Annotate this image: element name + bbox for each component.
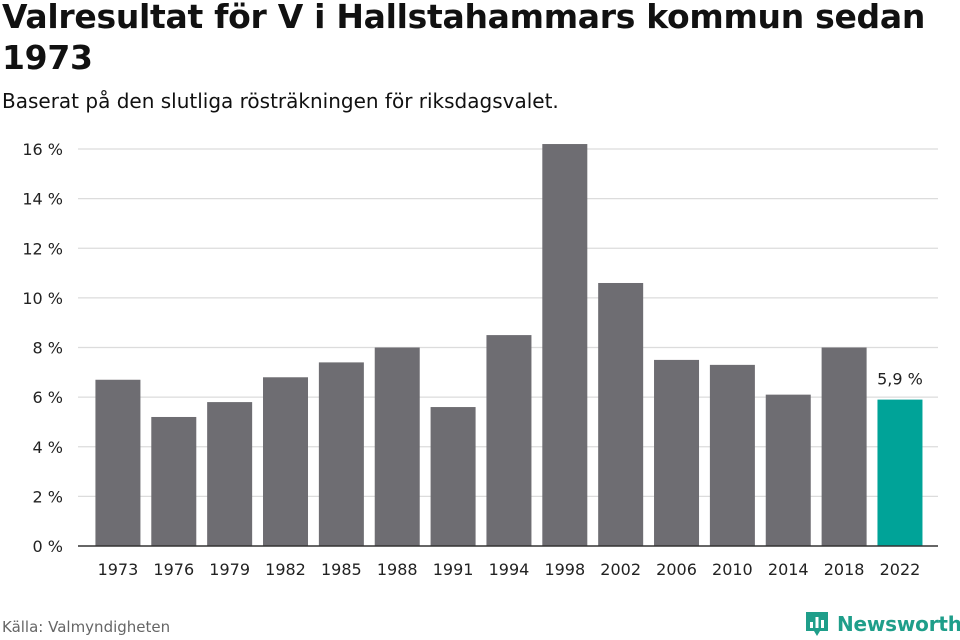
source-note: Källa: Valmyndigheten [2, 618, 171, 636]
data-label-2022: 5,9 % [877, 370, 923, 389]
bar-2018 [821, 347, 867, 546]
x-tick-label: 1979 [209, 560, 250, 579]
bar-1988 [374, 347, 420, 546]
x-tick-label: 1988 [377, 560, 418, 579]
y-tick-label: 0 % [33, 537, 63, 556]
x-tick-label: 1976 [153, 560, 194, 579]
x-tick-label: 1973 [98, 560, 139, 579]
y-tick-label: 6 % [33, 388, 63, 407]
x-tick-label: 2018 [824, 560, 865, 579]
bar-2002 [598, 282, 644, 546]
chart-subtitle: Baserat på den slutliga rösträkningen fö… [2, 89, 559, 113]
chart-title: Valresultat för V i Hallstahammars kommu… [2, 0, 926, 77]
bar-1998 [542, 144, 588, 546]
bar-2006 [654, 359, 700, 546]
bar-1976 [151, 416, 197, 546]
y-tick-label: 12 % [22, 239, 63, 258]
x-tick-label: 2014 [768, 560, 809, 579]
y-tick-label: 2 % [33, 487, 63, 506]
y-axis-ticks: 0 % 2 % 4 % 6 % 8 % 10 % 12 % 14 % 16 % [22, 140, 63, 556]
x-tick-label: 2006 [656, 560, 697, 579]
bar-1991 [430, 407, 476, 546]
brand-name: Newsworthy [837, 612, 960, 636]
y-tick-label: 8 % [33, 339, 63, 358]
bar-2022 [877, 399, 923, 546]
bar-chart: 0 % 2 % 4 % 6 % 8 % 10 % 12 % 14 % 16 % 1973 1976… [22, 140, 938, 579]
x-tick-label: 1982 [265, 560, 306, 579]
bar-2010 [709, 364, 755, 546]
x-tick-label: 1998 [544, 560, 585, 579]
bar-2014 [765, 394, 811, 546]
bar-1982 [263, 377, 309, 546]
bar-1985 [318, 362, 364, 546]
x-tick-label: 2022 [880, 560, 921, 579]
bar-1994 [486, 335, 532, 546]
x-tick-label: 2002 [600, 560, 641, 579]
y-tick-label: 10 % [22, 289, 63, 308]
x-tick-label: 1994 [489, 560, 530, 579]
bar-1973 [95, 379, 141, 546]
x-tick-label: 1991 [433, 560, 474, 579]
x-tick-label: 2010 [712, 560, 753, 579]
bar-1979 [207, 402, 253, 546]
y-tick-label: 4 % [33, 438, 63, 457]
y-tick-label: 14 % [22, 190, 63, 209]
x-tick-label: 1985 [321, 560, 362, 579]
newsworthy-logo: Newsworthy [804, 609, 960, 639]
bars [95, 144, 923, 546]
x-axis-ticks: 1973 1976 1979 1982 1985 1988 1991 1994 1998 2002… [98, 560, 921, 579]
y-tick-label: 16 % [22, 140, 63, 159]
bar-chart-logo-icon [806, 612, 828, 636]
